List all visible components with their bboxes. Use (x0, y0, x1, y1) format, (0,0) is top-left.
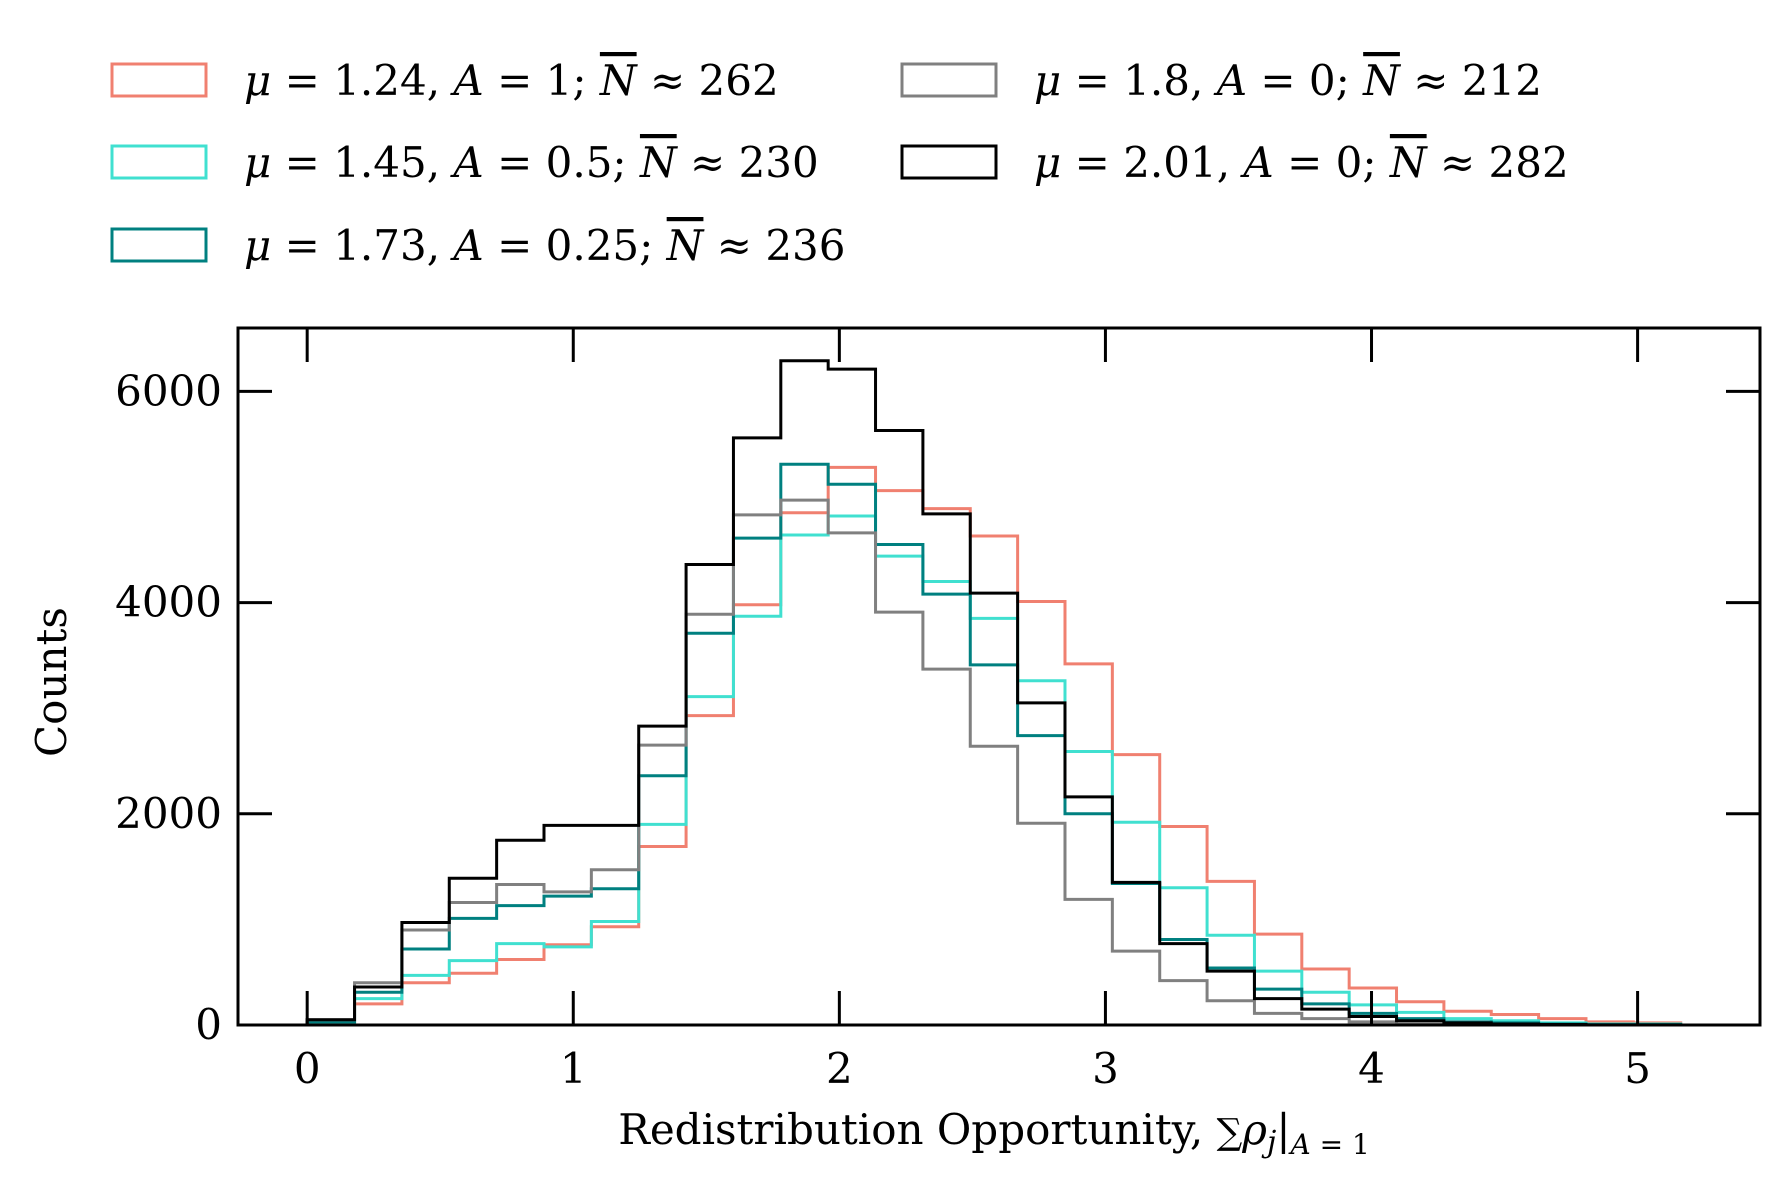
x-tick-label: 1 (560, 1044, 587, 1093)
legend-label: μ = 2.01, A = 0; N ≈ 282 (1034, 138, 1569, 187)
legend-swatch (110, 144, 208, 180)
legend-entry-mu1-45: μ = 1.45, A = 0.5; N ≈ 230 (110, 138, 819, 187)
series-mu1-8 (305, 498, 1681, 1027)
ticks-layer (238, 328, 1760, 1027)
legend-label: μ = 1.24, A = 1; N ≈ 262 (244, 56, 779, 105)
x-axis-label: Redistribution Opportunity, ∑ρj|A = 1 (618, 1105, 1370, 1161)
x-tick-label: 2 (826, 1044, 853, 1093)
series-mu1-73 (305, 462, 1683, 1026)
legend: μ = 1.24, A = 1; N ≈ 262 μ = 1.45, A = 0.… (110, 56, 1569, 270)
legend-entry-mu2-01: μ = 2.01, A = 0; N ≈ 282 (900, 138, 1569, 187)
x-tick-label: 5 (1624, 1044, 1651, 1093)
y-tick-label: 4000 (115, 578, 222, 627)
legend-label: μ = 1.8, A = 0; N ≈ 212 (1034, 56, 1542, 105)
legend-label: μ = 1.45, A = 0.5; N ≈ 230 (244, 138, 819, 187)
y-tick-label: 0 (195, 1000, 222, 1049)
plot-frame (236, 326, 1762, 1027)
legend-swatch (900, 144, 998, 180)
legend-swatch (110, 227, 208, 263)
legend-label: μ = 1.73, A = 0.25; N ≈ 236 (244, 221, 845, 270)
y-tick-label: 6000 (115, 366, 222, 415)
x-tick-label: 3 (1092, 1044, 1119, 1093)
x-tick-label: 4 (1358, 1044, 1385, 1093)
series-layer (305, 359, 1683, 1027)
legend-entry-mu1-24: μ = 1.24, A = 1; N ≈ 262 (110, 56, 779, 105)
tick-labels: 0 1 2 3 4 5 0 2000 4000 6000 (115, 366, 1651, 1093)
series-mu1-24 (305, 465, 1683, 1025)
x-tick-label: 0 (294, 1044, 321, 1093)
legend-entry-mu1-73: μ = 1.73, A = 0.25; N ≈ 236 (110, 221, 845, 270)
legend-swatch (110, 62, 208, 98)
y-tick-label: 2000 (115, 789, 222, 838)
legend-entry-mu1-8: μ = 1.8, A = 0; N ≈ 212 (900, 56, 1542, 105)
legend-swatch (900, 62, 998, 98)
series-mu2-01 (305, 359, 1681, 1027)
y-axis-label: Counts (27, 607, 76, 757)
